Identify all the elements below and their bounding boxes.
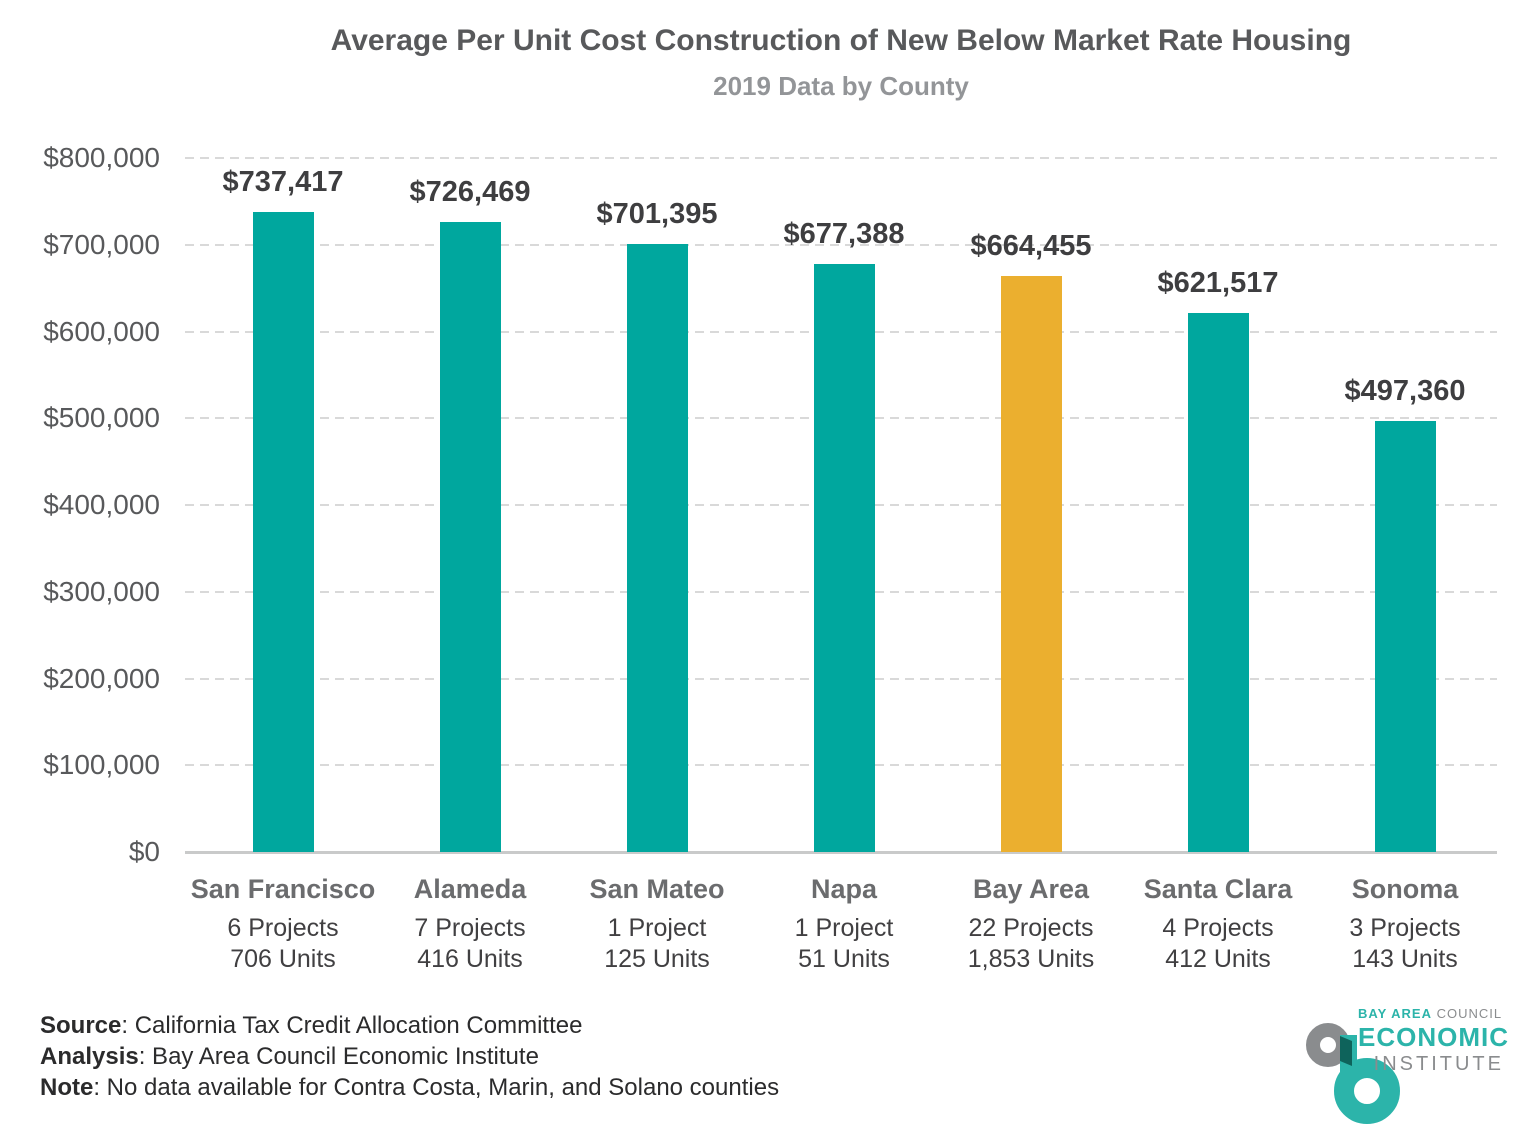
units-count: 1,853 Units: [967, 945, 1095, 973]
bar-bay-area: [1000, 275, 1062, 852]
gridline-700000: [185, 243, 1497, 246]
y-axis-label: $700,000: [43, 228, 160, 260]
logo-ring-teal: [1334, 1058, 1400, 1124]
y-axis-label: $500,000: [43, 402, 160, 434]
analysis-text: : Bay Area Council Economic Institute: [138, 1043, 539, 1070]
note-label: Note: [40, 1074, 94, 1101]
x-axis-label-bay-area: Bay Area 22 Projects 1,853 Units: [916, 872, 1146, 975]
bar-value-label-santa-clara: $621,517: [1157, 266, 1279, 299]
projects-count: 3 Projects: [1349, 914, 1461, 942]
bar-san-francisco: [252, 212, 314, 852]
gridline-0: [185, 851, 1497, 854]
bar-san-mateo: [626, 243, 688, 852]
note-line: Note: No data available for Contra Costa…: [40, 1072, 779, 1103]
logo-text-block: BAY AREA COUNCIL ECONOMIC INSTITUTE: [1358, 1006, 1509, 1076]
note-text: : No data available for Contra Costa, Ma…: [93, 1074, 780, 1101]
county-name: Alameda: [413, 874, 527, 904]
logo-org-rest: COUNCIL: [1431, 1006, 1503, 1021]
source-text: : California Tax Credit Allocation Commi…: [121, 1012, 583, 1039]
units-count: 416 Units: [417, 945, 523, 973]
projects-count: 1 Project: [794, 914, 894, 942]
units-count: 706 Units: [230, 945, 336, 973]
units-count: 143 Units: [1352, 945, 1458, 973]
footer-notes: Source: California Tax Credit Allocation…: [40, 1010, 779, 1103]
source-label: Source: [40, 1012, 122, 1039]
projects-count: 4 Projects: [1162, 914, 1274, 942]
logo-org-bold: BAY AREA: [1358, 1006, 1432, 1021]
y-axis-label: $100,000: [43, 749, 160, 781]
bar-value-label-san-francisco: $737,417: [222, 166, 344, 199]
x-axis-label-san-mateo: San Mateo 1 Project 125 Units: [542, 872, 772, 975]
y-axis-label: $400,000: [43, 489, 160, 520]
x-axis-label-san-francisco: San Francisco 6 Projects 706 Units: [168, 872, 398, 975]
bar-value-label-bay-area: $664,455: [970, 229, 1092, 262]
analysis-line: Analysis: Bay Area Council Economic Inst…: [40, 1041, 779, 1072]
county-name: Sonoma: [1351, 874, 1459, 904]
y-axis-label: $600,000: [43, 315, 160, 347]
county-name: Bay Area: [972, 874, 1090, 904]
logo-economic: ECONOMIC: [1358, 1022, 1509, 1052]
chart-title: Average Per Unit Cost Construction of Ne…: [330, 24, 1352, 57]
county-name: San Mateo: [589, 874, 725, 904]
projects-count: 22 Projects: [968, 914, 1094, 942]
logo-overlap: [1340, 1036, 1352, 1066]
bay-area-council-logo-icon: [1306, 1023, 1400, 1124]
bar-napa: [813, 264, 875, 852]
bar-value-label-alameda: $726,469: [409, 175, 531, 208]
y-axis-label: $200,000: [43, 662, 160, 694]
bar-value-label-san-mateo: $701,395: [596, 197, 718, 230]
projects-count: 7 Projects: [414, 914, 526, 942]
projects-count: 6 Projects: [227, 914, 339, 942]
source-line: Source: California Tax Credit Allocation…: [40, 1010, 779, 1041]
y-axis-label: $300,000: [43, 575, 160, 607]
analysis-label: Analysis: [40, 1043, 139, 1070]
units-count: 412 Units: [1165, 945, 1271, 973]
bar-value-label-napa: $677,388: [783, 218, 905, 251]
y-axis-label: $0: [128, 836, 160, 867]
bar-santa-clara: [1187, 312, 1249, 852]
county-name: Santa Clara: [1143, 874, 1293, 904]
logo-institute: INSTITUTE: [1373, 1053, 1504, 1075]
x-axis-label-alameda: Alameda 7 Projects 416 Units: [355, 872, 585, 975]
logo-org-line: BAY AREA COUNCIL: [1358, 1006, 1504, 1022]
bar-sonoma: [1374, 420, 1436, 852]
units-count: 51 Units: [798, 945, 890, 973]
gridline-800000: [185, 157, 1497, 159]
projects-count: 1 Project: [607, 914, 707, 942]
units-count: 125 Units: [604, 945, 710, 973]
bar-value-label-sonoma: $497,360: [1344, 374, 1466, 407]
county-name: San Francisco: [190, 874, 376, 904]
x-axis-label-napa: Napa 1 Project 51 Units: [729, 872, 959, 975]
county-name: Napa: [810, 874, 878, 904]
y-axis-label: $800,000: [43, 142, 160, 173]
chart-subtitle: 2019 Data by County: [713, 71, 969, 101]
x-axis-label-sonoma: Sonoma 3 Projects 143 Units: [1290, 872, 1520, 975]
bar-alameda: [439, 221, 501, 852]
x-axis-label-santa-clara: Santa Clara 4 Projects 412 Units: [1103, 872, 1333, 975]
